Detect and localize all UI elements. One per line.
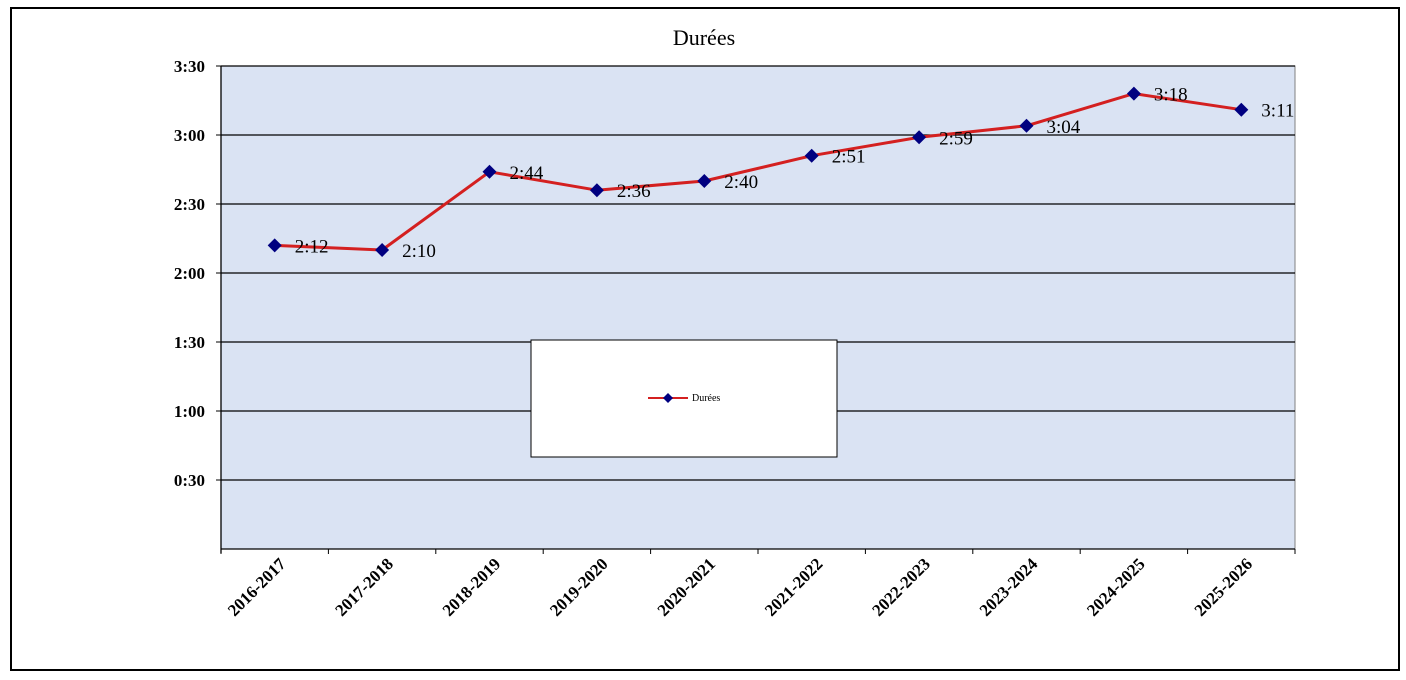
x-tick-label: 2017-2018 [331, 554, 397, 620]
x-tick-label: 2018-2019 [439, 554, 505, 620]
data-point [1234, 102, 1249, 117]
x-tick-label: 2020-2021 [654, 554, 720, 620]
x-tick-label: 2023-2024 [976, 554, 1042, 620]
y-tick-label: 2:30 [174, 195, 205, 214]
data-point [375, 243, 390, 257]
x-axis-ticks: 2016-2017 2017-2018 2018-2019 2019-2020 2020… [220, 549, 1296, 620]
y-tick-label: 1:30 [174, 333, 205, 352]
series-line [274, 92, 1242, 252]
y-tick-label: 2:00 [174, 264, 205, 283]
data-label: 3:04 [1047, 117, 1081, 138]
x-tick-label: 2019-2020 [546, 554, 612, 620]
data-point [804, 148, 819, 163]
y-tick-label: 3:30 [174, 57, 205, 76]
data-label: 2:12 [295, 236, 329, 257]
data-label: 2:51 [832, 147, 866, 168]
x-tick-label: 2022-2023 [868, 554, 934, 620]
legend: Durées [530, 339, 838, 458]
data-label: 2:36 [617, 181, 651, 202]
data-label: 2:10 [402, 241, 436, 262]
legend-marker [663, 393, 673, 403]
data-label: 2:59 [939, 128, 973, 149]
y-tick-label: 1:00 [174, 402, 205, 421]
data-label: 2:40 [724, 172, 758, 193]
x-tick-label: 2025-2026 [1191, 554, 1257, 620]
data-point [1126, 86, 1141, 101]
y-axis-ticks: 0:30 1:00 1:30 2:00 2:30 3:00 3:30 [174, 57, 221, 490]
legend-label: Durées [692, 393, 720, 404]
data-point [912, 130, 927, 145]
y-tick-label: 0:30 [174, 471, 205, 490]
plot-area [220, 65, 1296, 550]
data-label: 2:44 [510, 163, 544, 184]
data-point [1019, 118, 1034, 133]
data-point [482, 164, 497, 179]
gridlines [221, 65, 1295, 481]
data-point [589, 183, 604, 198]
x-tick-label: 2021-2022 [761, 554, 827, 620]
x-tick-label: 2016-2017 [224, 554, 290, 620]
y-tick-label: 3:00 [174, 126, 205, 145]
x-tick-label: 2024-2025 [1083, 554, 1149, 620]
data-point [267, 238, 282, 253]
data-point [697, 174, 712, 188]
series-durees: 2:12 2:10 2:44 2:36 2:40 2:51 2:59 3:04 3:18 3:11 [267, 85, 1294, 262]
data-label: 3:11 [1261, 101, 1294, 122]
data-label: 3:18 [1154, 85, 1188, 106]
chart-title: Durées [673, 25, 735, 50]
